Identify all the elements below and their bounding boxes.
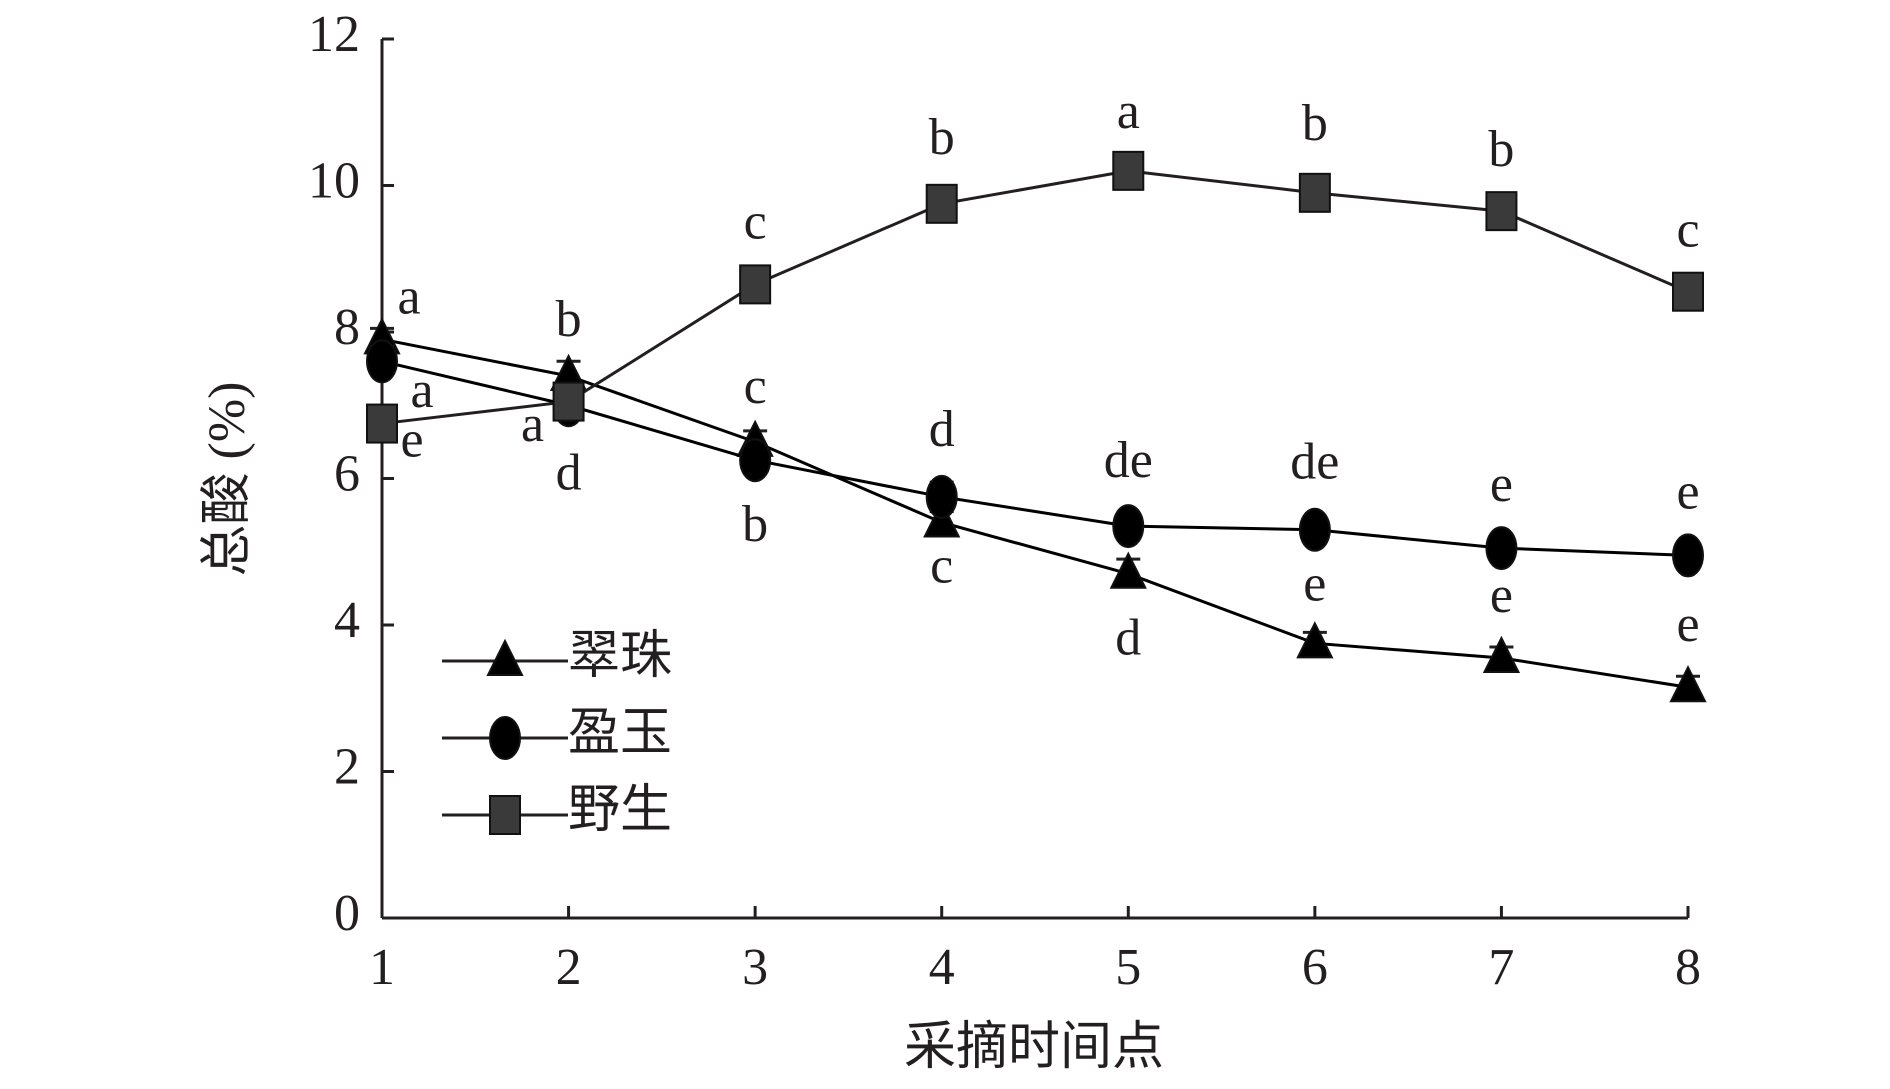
data-point — [1672, 533, 1704, 578]
x-tick-label: 4 — [929, 939, 955, 996]
significance-label: a — [1117, 83, 1140, 140]
significance-label: de — [1290, 434, 1339, 491]
data-point — [366, 339, 398, 384]
data-point — [1296, 621, 1334, 659]
significance-label: e — [1676, 463, 1699, 520]
legend-label: 翠珠 — [568, 628, 672, 685]
y-tick-label: 2 — [334, 738, 360, 795]
data-point — [1112, 150, 1145, 191]
x-tick-label: 7 — [1488, 939, 1514, 996]
significance-label: e — [1490, 456, 1513, 513]
y-tick-label: 8 — [334, 299, 360, 356]
significance-label: a — [397, 268, 420, 325]
data-point — [1485, 526, 1518, 571]
significance-label: e — [400, 412, 423, 469]
data-point — [1109, 551, 1147, 589]
data-point — [739, 438, 772, 483]
x-tick-label: 8 — [1675, 939, 1701, 996]
significance-label: d — [1115, 610, 1141, 667]
significance-label: d — [556, 445, 582, 502]
legend-label: 盈玉 — [568, 705, 672, 762]
data-point — [1485, 191, 1518, 232]
significance-label: e — [1676, 596, 1699, 653]
data-point — [1298, 507, 1331, 552]
x-axis-title: 采摘时间点 — [904, 1019, 1164, 1076]
series-line — [381, 169, 1689, 426]
significance-label: b — [1488, 121, 1514, 178]
data-point — [923, 500, 961, 538]
significance-label: c — [930, 537, 953, 594]
data-point — [552, 381, 585, 422]
significance-label: a — [410, 362, 433, 419]
x-tick-label: 5 — [1115, 939, 1141, 996]
significance-label: a — [521, 396, 544, 453]
significance-label: b — [1302, 95, 1328, 152]
legend-marker — [486, 638, 524, 676]
x-tick-label: 3 — [742, 939, 768, 996]
data-point — [1669, 665, 1707, 703]
x-tick-label: 2 — [556, 939, 582, 996]
data-point — [1482, 635, 1521, 673]
series-line — [381, 359, 1689, 557]
data-point — [366, 403, 398, 444]
y-tick-label: 12 — [308, 6, 360, 63]
significance-label: c — [744, 358, 767, 415]
significance-label: b — [556, 291, 582, 348]
significance-label: b — [929, 109, 955, 166]
x-tick-label: 6 — [1302, 939, 1328, 996]
y-tick-label: 4 — [334, 592, 360, 649]
data-point — [925, 183, 958, 224]
data-point — [739, 264, 772, 305]
y-tick-label: 6 — [334, 445, 360, 502]
significance-label: d — [929, 401, 955, 458]
significance-label: c — [1676, 202, 1699, 259]
significance-label: de — [1104, 432, 1153, 489]
significance-label: e — [1490, 567, 1513, 624]
data-point — [1112, 504, 1145, 549]
x-tick-label: 1 — [369, 939, 395, 996]
y-tick-label: 0 — [334, 885, 360, 942]
y-axis-title: 总酸 (%) — [199, 382, 256, 577]
data-point — [925, 474, 958, 519]
legend-label: 野生 — [568, 782, 672, 839]
data-point — [1298, 172, 1331, 213]
data-point — [1672, 271, 1704, 312]
significance-label: b — [742, 496, 768, 553]
legend-marker — [489, 716, 521, 760]
series-line — [381, 337, 1689, 689]
significance-label: c — [744, 193, 767, 250]
significance-label: e — [1303, 555, 1326, 612]
y-tick-label: 10 — [308, 152, 360, 209]
legend-marker — [489, 795, 521, 835]
